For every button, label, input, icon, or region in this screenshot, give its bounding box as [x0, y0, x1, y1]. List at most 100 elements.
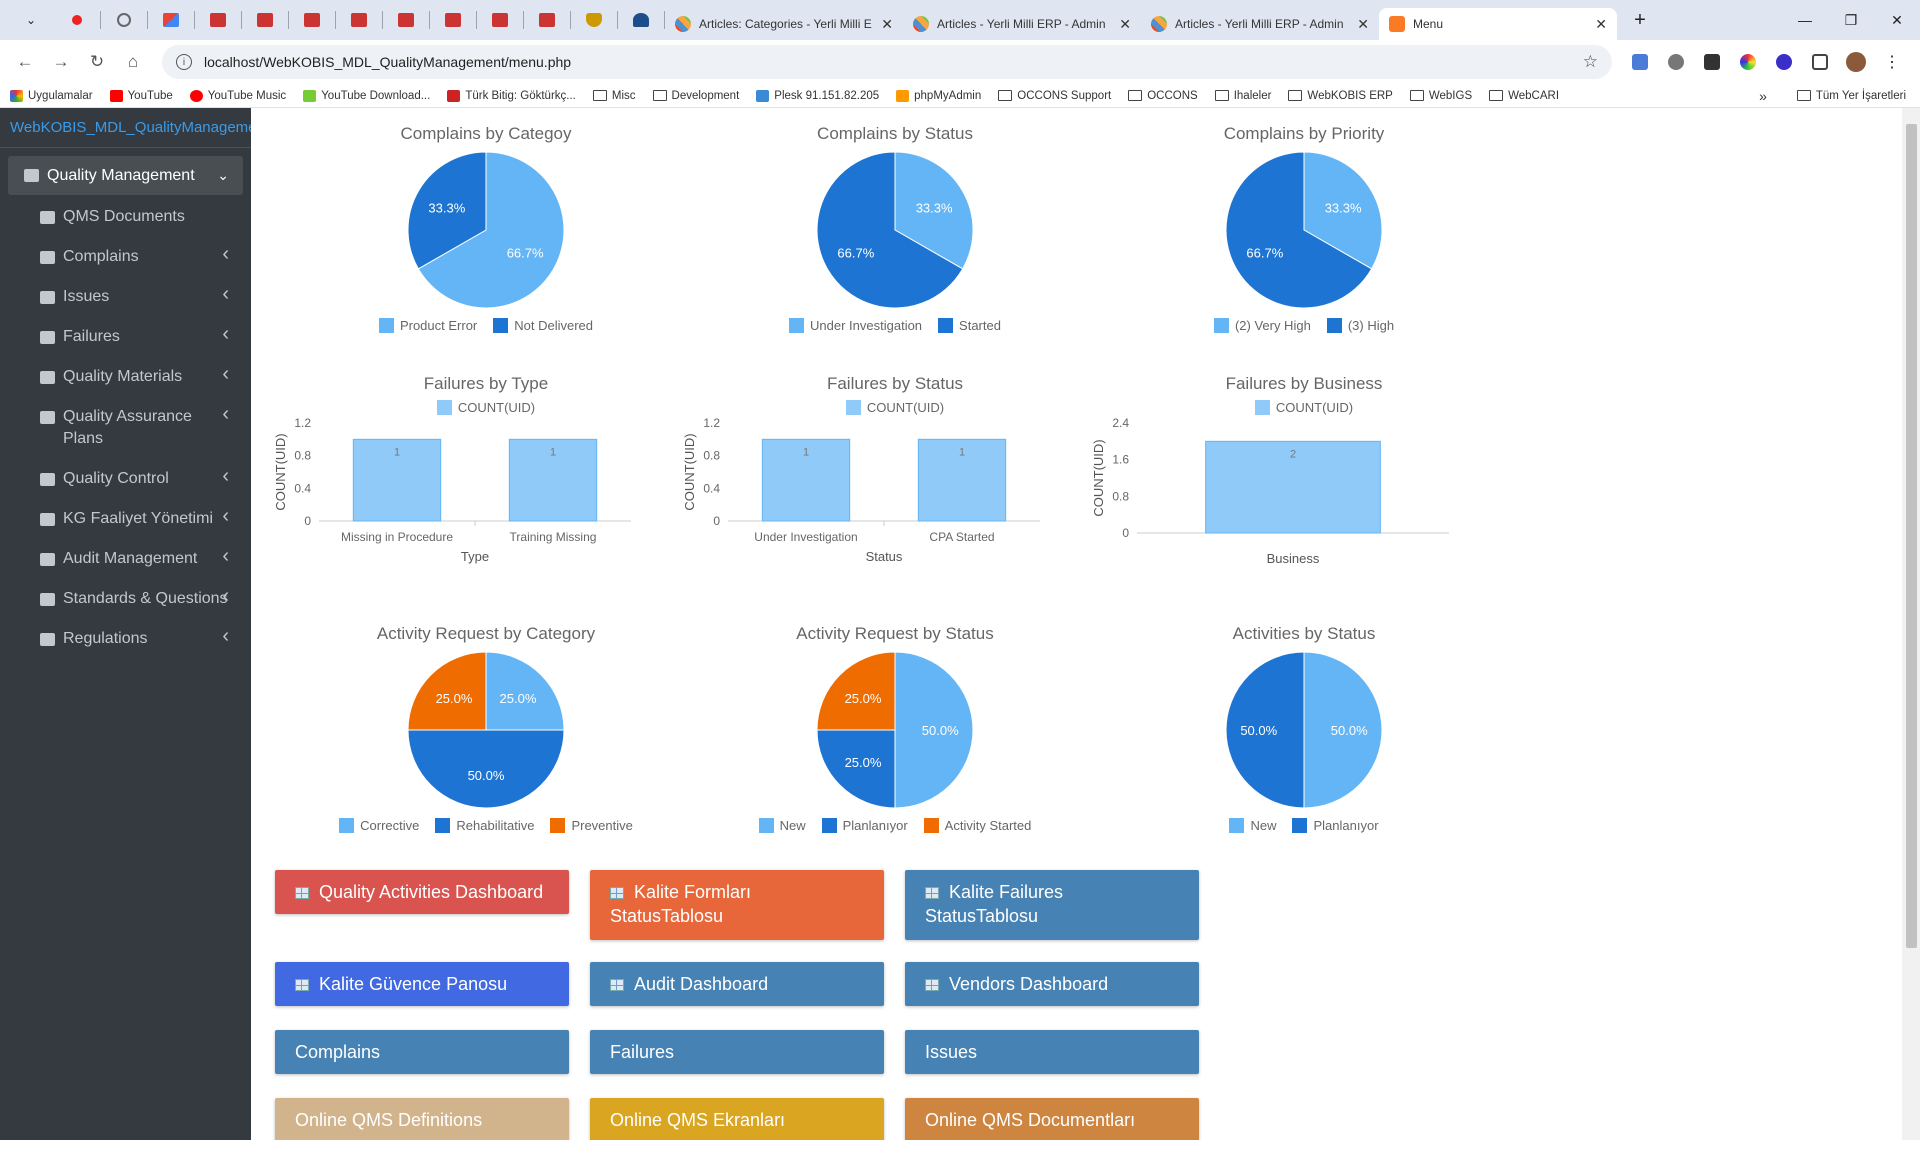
pinned-tab[interactable]: [383, 0, 429, 40]
info-icon[interactable]: i: [176, 54, 192, 70]
sidebar-item-kg-faaliyet-y-netimi[interactable]: KG Faaliyet Yönetimi ‹: [0, 499, 251, 539]
sidebar-item-audit-management[interactable]: Audit Management ‹: [0, 539, 251, 579]
bookmark-webkobis-erp[interactable]: WebKOBIS ERP: [1288, 90, 1393, 102]
legend-item[interactable]: Not Delivered: [493, 318, 593, 333]
close-icon[interactable]: ✕: [881, 15, 893, 32]
extension-icon[interactable]: [1694, 47, 1730, 77]
bookmark-phpmyadmin[interactable]: phpMyAdmin: [896, 89, 981, 102]
legend-item[interactable]: Planlanıyor: [821, 818, 908, 833]
sidebar-item-failures[interactable]: Failures ‹: [0, 317, 251, 357]
reload-icon[interactable]: ↻: [89, 52, 105, 71]
color-picker-icon[interactable]: [1730, 47, 1766, 77]
pinned-tab[interactable]: [195, 0, 241, 40]
button-online-qms-definitions[interactable]: Online QMS Definitions: [275, 1098, 569, 1140]
back-icon[interactable]: ←: [16, 52, 34, 71]
legend-item[interactable]: COUNT(UID): [436, 400, 535, 415]
sidebar-item-quality-assurance-plans[interactable]: Quality Assurance Plans ‹: [0, 397, 251, 459]
legend-item[interactable]: Product Error: [378, 318, 477, 333]
button-audit-dashboard[interactable]: Audit Dashboard: [590, 962, 884, 1006]
sidebar-item-quality-control[interactable]: Quality Control ‹: [0, 459, 251, 499]
pinned-tab[interactable]: [242, 0, 288, 40]
pinned-tab[interactable]: [101, 0, 147, 40]
pinned-tab[interactable]: [571, 0, 617, 40]
bookmark-plesk[interactable]: Plesk 91.151.82.205: [756, 89, 879, 102]
pinned-tab[interactable]: [54, 0, 100, 40]
bookmark-webcari[interactable]: WebCARI: [1489, 90, 1559, 102]
bookmark-youtube[interactable]: YouTube: [109, 89, 173, 102]
minimize-icon[interactable]: —: [1798, 12, 1812, 28]
pinned-tab[interactable]: [148, 0, 194, 40]
translate-icon[interactable]: [1622, 47, 1658, 77]
tab-menu[interactable]: Menu ✕: [1379, 8, 1617, 40]
button-kalite-g-vence-panosu[interactable]: Kalite Güvence Panosu: [275, 962, 569, 1006]
pinned-tab[interactable]: [430, 0, 476, 40]
bookmark-occons-support[interactable]: OCCONS Support: [998, 90, 1111, 102]
legend-item[interactable]: (3) High: [1326, 318, 1394, 333]
avatar[interactable]: [1838, 47, 1874, 77]
button-failures[interactable]: Failures: [590, 1030, 884, 1074]
button-complains[interactable]: Complains: [275, 1030, 569, 1074]
bookmark-occons[interactable]: OCCONS: [1128, 90, 1198, 102]
bookmark-misc[interactable]: Misc: [592, 90, 636, 102]
bookmark-all[interactable]: Tüm Yer İşaretleri: [1796, 90, 1906, 102]
sidebar-item-qms-documents[interactable]: QMS Documents: [0, 197, 251, 237]
bookmarks-overflow-icon[interactable]: »: [1759, 87, 1767, 104]
legend-item[interactable]: COUNT(UID): [1254, 400, 1353, 415]
restore-icon[interactable]: ❐: [1844, 11, 1858, 28]
button-issues[interactable]: Issues: [905, 1030, 1199, 1074]
sidebar-item-issues[interactable]: Issues ‹: [0, 277, 251, 317]
sidebar-item-quality-management[interactable]: Quality Management ⌄: [8, 156, 243, 195]
bookmark-webigs[interactable]: WebIGS: [1409, 90, 1472, 102]
legend-item[interactable]: Planlanıyor: [1292, 818, 1379, 833]
kebab-menu-icon[interactable]: ⋮: [1884, 54, 1900, 71]
puzzle-icon[interactable]: [1802, 47, 1838, 77]
legend-item[interactable]: Activity Started: [923, 818, 1031, 833]
infinity-icon[interactable]: [1766, 47, 1802, 77]
bookmark-ihaleler[interactable]: Ihaleler: [1214, 90, 1271, 102]
close-icon[interactable]: ✕: [1595, 15, 1607, 32]
star-icon[interactable]: ☆: [1582, 52, 1598, 71]
legend-item[interactable]: Corrective: [339, 818, 419, 833]
sidebar-item-complains[interactable]: Complains ‹: [0, 237, 251, 277]
scrollbar-thumb[interactable]: [1906, 124, 1917, 948]
sidebar-item-standards-questions[interactable]: Standards & Questions ‹: [0, 579, 251, 619]
button-online-qms-documentlar-[interactable]: Online QMS Documentları: [905, 1098, 1199, 1140]
tab-articles-categories[interactable]: Articles: Categories - Yerli Milli E ✕: [665, 8, 903, 40]
pinned-tab[interactable]: [336, 0, 382, 40]
button-vendors-dashboard[interactable]: Vendors Dashboard: [905, 962, 1199, 1006]
legend-item[interactable]: COUNT(UID): [845, 400, 944, 415]
pinned-tab[interactable]: [524, 0, 570, 40]
bookmark-youtube-music[interactable]: YouTube Music: [189, 89, 286, 102]
legend-item[interactable]: New: [1229, 818, 1276, 833]
legend-item[interactable]: Started: [938, 318, 1001, 333]
brand-link[interactable]: WebKOBIS_MDL_QualityManagemen: [0, 108, 251, 148]
button-kalite-failures-statustablosu[interactable]: Kalite Failures StatusTablosu: [905, 870, 1199, 940]
button-kalite-formlar-statustablosu[interactable]: Kalite Formları StatusTablosu: [590, 870, 884, 940]
close-icon[interactable]: ✕: [1357, 15, 1369, 32]
legend-item[interactable]: Preventive: [550, 818, 633, 833]
tab-search-button[interactable]: ⌄: [8, 0, 54, 40]
button-quality-activities-dashboard[interactable]: Quality Activities Dashboard: [275, 870, 569, 914]
home-icon[interactable]: ⌂: [127, 52, 139, 71]
tab-articles-2[interactable]: Articles - Yerli Milli ERP - Admin ✕: [1141, 8, 1379, 40]
legend-item[interactable]: New: [758, 818, 806, 833]
pinned-tab[interactable]: [618, 0, 664, 40]
button-online-qms-ekranlar-[interactable]: Online QMS Ekranları: [590, 1098, 884, 1140]
pinned-tab[interactable]: [477, 0, 523, 40]
legend-item[interactable]: Rehabilitative: [435, 818, 534, 833]
tab-articles-1[interactable]: Articles - Yerli Milli ERP - Admin ✕: [903, 8, 1141, 40]
forward-icon[interactable]: →: [52, 52, 70, 71]
bookmark-development[interactable]: Development: [652, 90, 739, 102]
scrollbar[interactable]: [1902, 108, 1920, 1140]
pinned-tab[interactable]: [289, 0, 335, 40]
recycle-icon[interactable]: [1658, 47, 1694, 77]
sidebar-item-quality-materials[interactable]: Quality Materials ‹: [0, 357, 251, 397]
legend-item[interactable]: (2) Very High: [1213, 318, 1311, 333]
bookmark-youtube-download[interactable]: YouTube Download...: [303, 89, 430, 102]
address-bar[interactable]: i localhost/WebKOBIS_MDL_QualityManageme…: [162, 45, 1612, 79]
legend-item[interactable]: Under Investigation: [789, 318, 922, 333]
close-icon[interactable]: ✕: [1119, 15, 1131, 32]
new-tab-button[interactable]: +: [1617, 0, 1663, 40]
sidebar-item-regulations[interactable]: Regulations ‹: [0, 619, 251, 659]
bookmark-turk-bitig[interactable]: Türk Bitig: Göktürkç...: [447, 89, 576, 102]
